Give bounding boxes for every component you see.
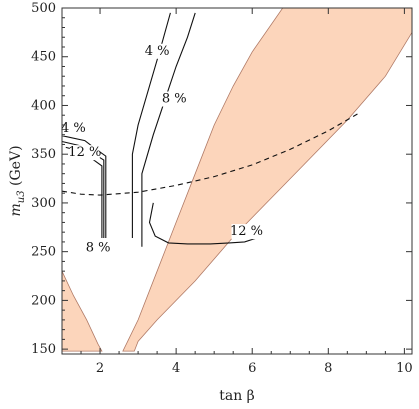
x-tick-label: 6 [248, 361, 256, 376]
contour-label-bg-1 [58, 120, 89, 136]
contour-label-bg-6 [231, 224, 262, 240]
contour-label-bg-2 [69, 145, 100, 161]
contour-line-6 [148, 202, 260, 245]
contour-label-1: 4 % [61, 121, 86, 136]
y-axis-label-subscript: u3 [16, 190, 27, 203]
x-tick-label: 8 [324, 361, 332, 376]
y-tick-label: 150 [31, 342, 56, 357]
x-tick-label: 2 [96, 361, 104, 376]
y-tick-label: 350 [31, 147, 56, 162]
x-tick-label: 10 [396, 361, 413, 376]
contour-label-2: 12 % [68, 145, 101, 160]
y-tick-label: 400 [31, 98, 56, 113]
plot-frame [61, 7, 413, 355]
contour-label-5: 8 % [162, 92, 187, 107]
x-tick-label: 4 [172, 361, 180, 376]
y-axis-label-unit: (GeV) [8, 145, 24, 190]
x-axis-ticks: 2 4 6 8 10 [80, 8, 413, 376]
y-tick-label: 250 [31, 245, 56, 260]
x-axis-label: tan β [219, 388, 255, 404]
dashed-curve [61, 112, 359, 196]
y-axis-label: mu3 (GeV) [8, 145, 27, 216]
contour-line-2 [131, 12, 171, 238]
y-tick-label: 200 [31, 293, 56, 308]
contour-label-bg-3 [83, 240, 114, 256]
contour-label-6: 12 % [230, 224, 263, 239]
dashed-curve-group [61, 112, 359, 196]
contour-label-bg-4 [142, 43, 173, 59]
y-tick-label: 500 [31, 1, 56, 16]
y-tick-label: 450 [31, 50, 56, 65]
y-axis-label-main: m [8, 203, 24, 216]
contour-labels: 4 % 12 % 8 % 4 % 8 % 12 % [58, 43, 263, 256]
y-axis-ticks: 150 200 250 300 350 400 450 500 [31, 1, 412, 357]
contour-label-3: 8 % [86, 241, 111, 256]
y-tick-label: 300 [31, 196, 56, 211]
contour-label-4: 4 % [145, 44, 170, 59]
contour-label-bg-5 [159, 91, 190, 107]
